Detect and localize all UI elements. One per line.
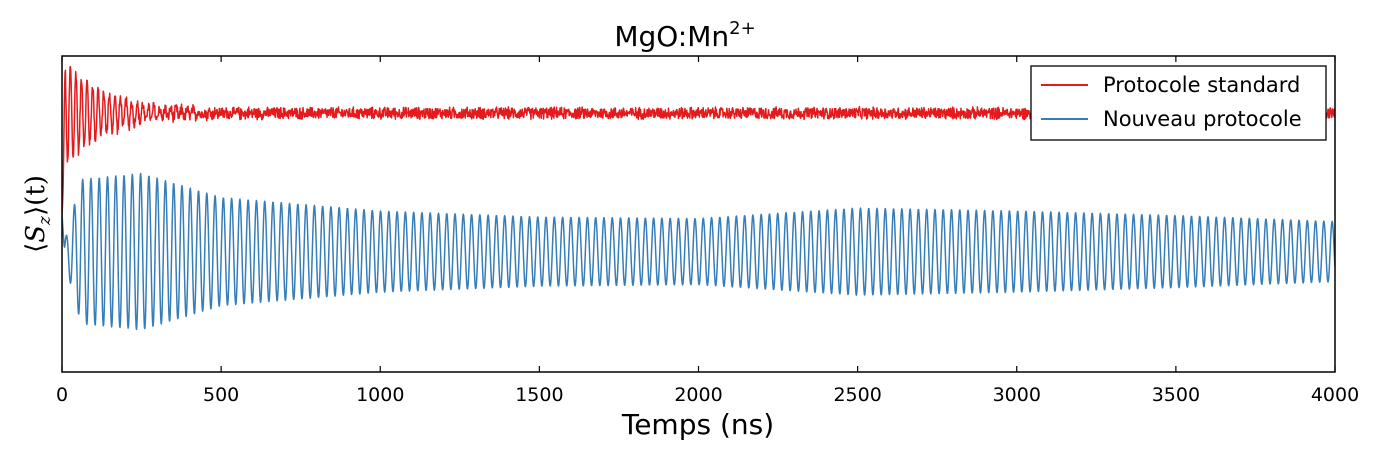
x-tick-label: 2000 <box>674 384 722 406</box>
y-axis-label: ⟨Sz⟩(t) <box>21 175 55 253</box>
legend-label-nouveau: Nouveau protocole <box>1103 107 1302 131</box>
legend-box <box>1030 65 1327 141</box>
x-tick-label: 500 <box>203 384 239 406</box>
x-tick-label: 0 <box>56 384 68 406</box>
x-tick-label: 4000 <box>1311 384 1359 406</box>
series-line-nouveau <box>62 172 1335 331</box>
x-tick-label: 2500 <box>833 384 881 406</box>
legend: Protocole standard Nouveau protocole <box>1030 65 1327 141</box>
legend-label-standard: Protocole standard <box>1103 73 1300 97</box>
x-tick-label: 1500 <box>515 384 563 406</box>
x-axis-ticks: 0 500 1000 1500 2000 2500 3000 3500 4000 <box>56 56 1359 406</box>
chart-title: MgO:Mn2+ <box>614 18 755 53</box>
x-axis-label: Temps (ns) <box>621 408 774 441</box>
x-tick-label: 3500 <box>1152 384 1200 406</box>
x-tick-label: 1000 <box>356 384 404 406</box>
x-tick-label: 3000 <box>993 384 1041 406</box>
